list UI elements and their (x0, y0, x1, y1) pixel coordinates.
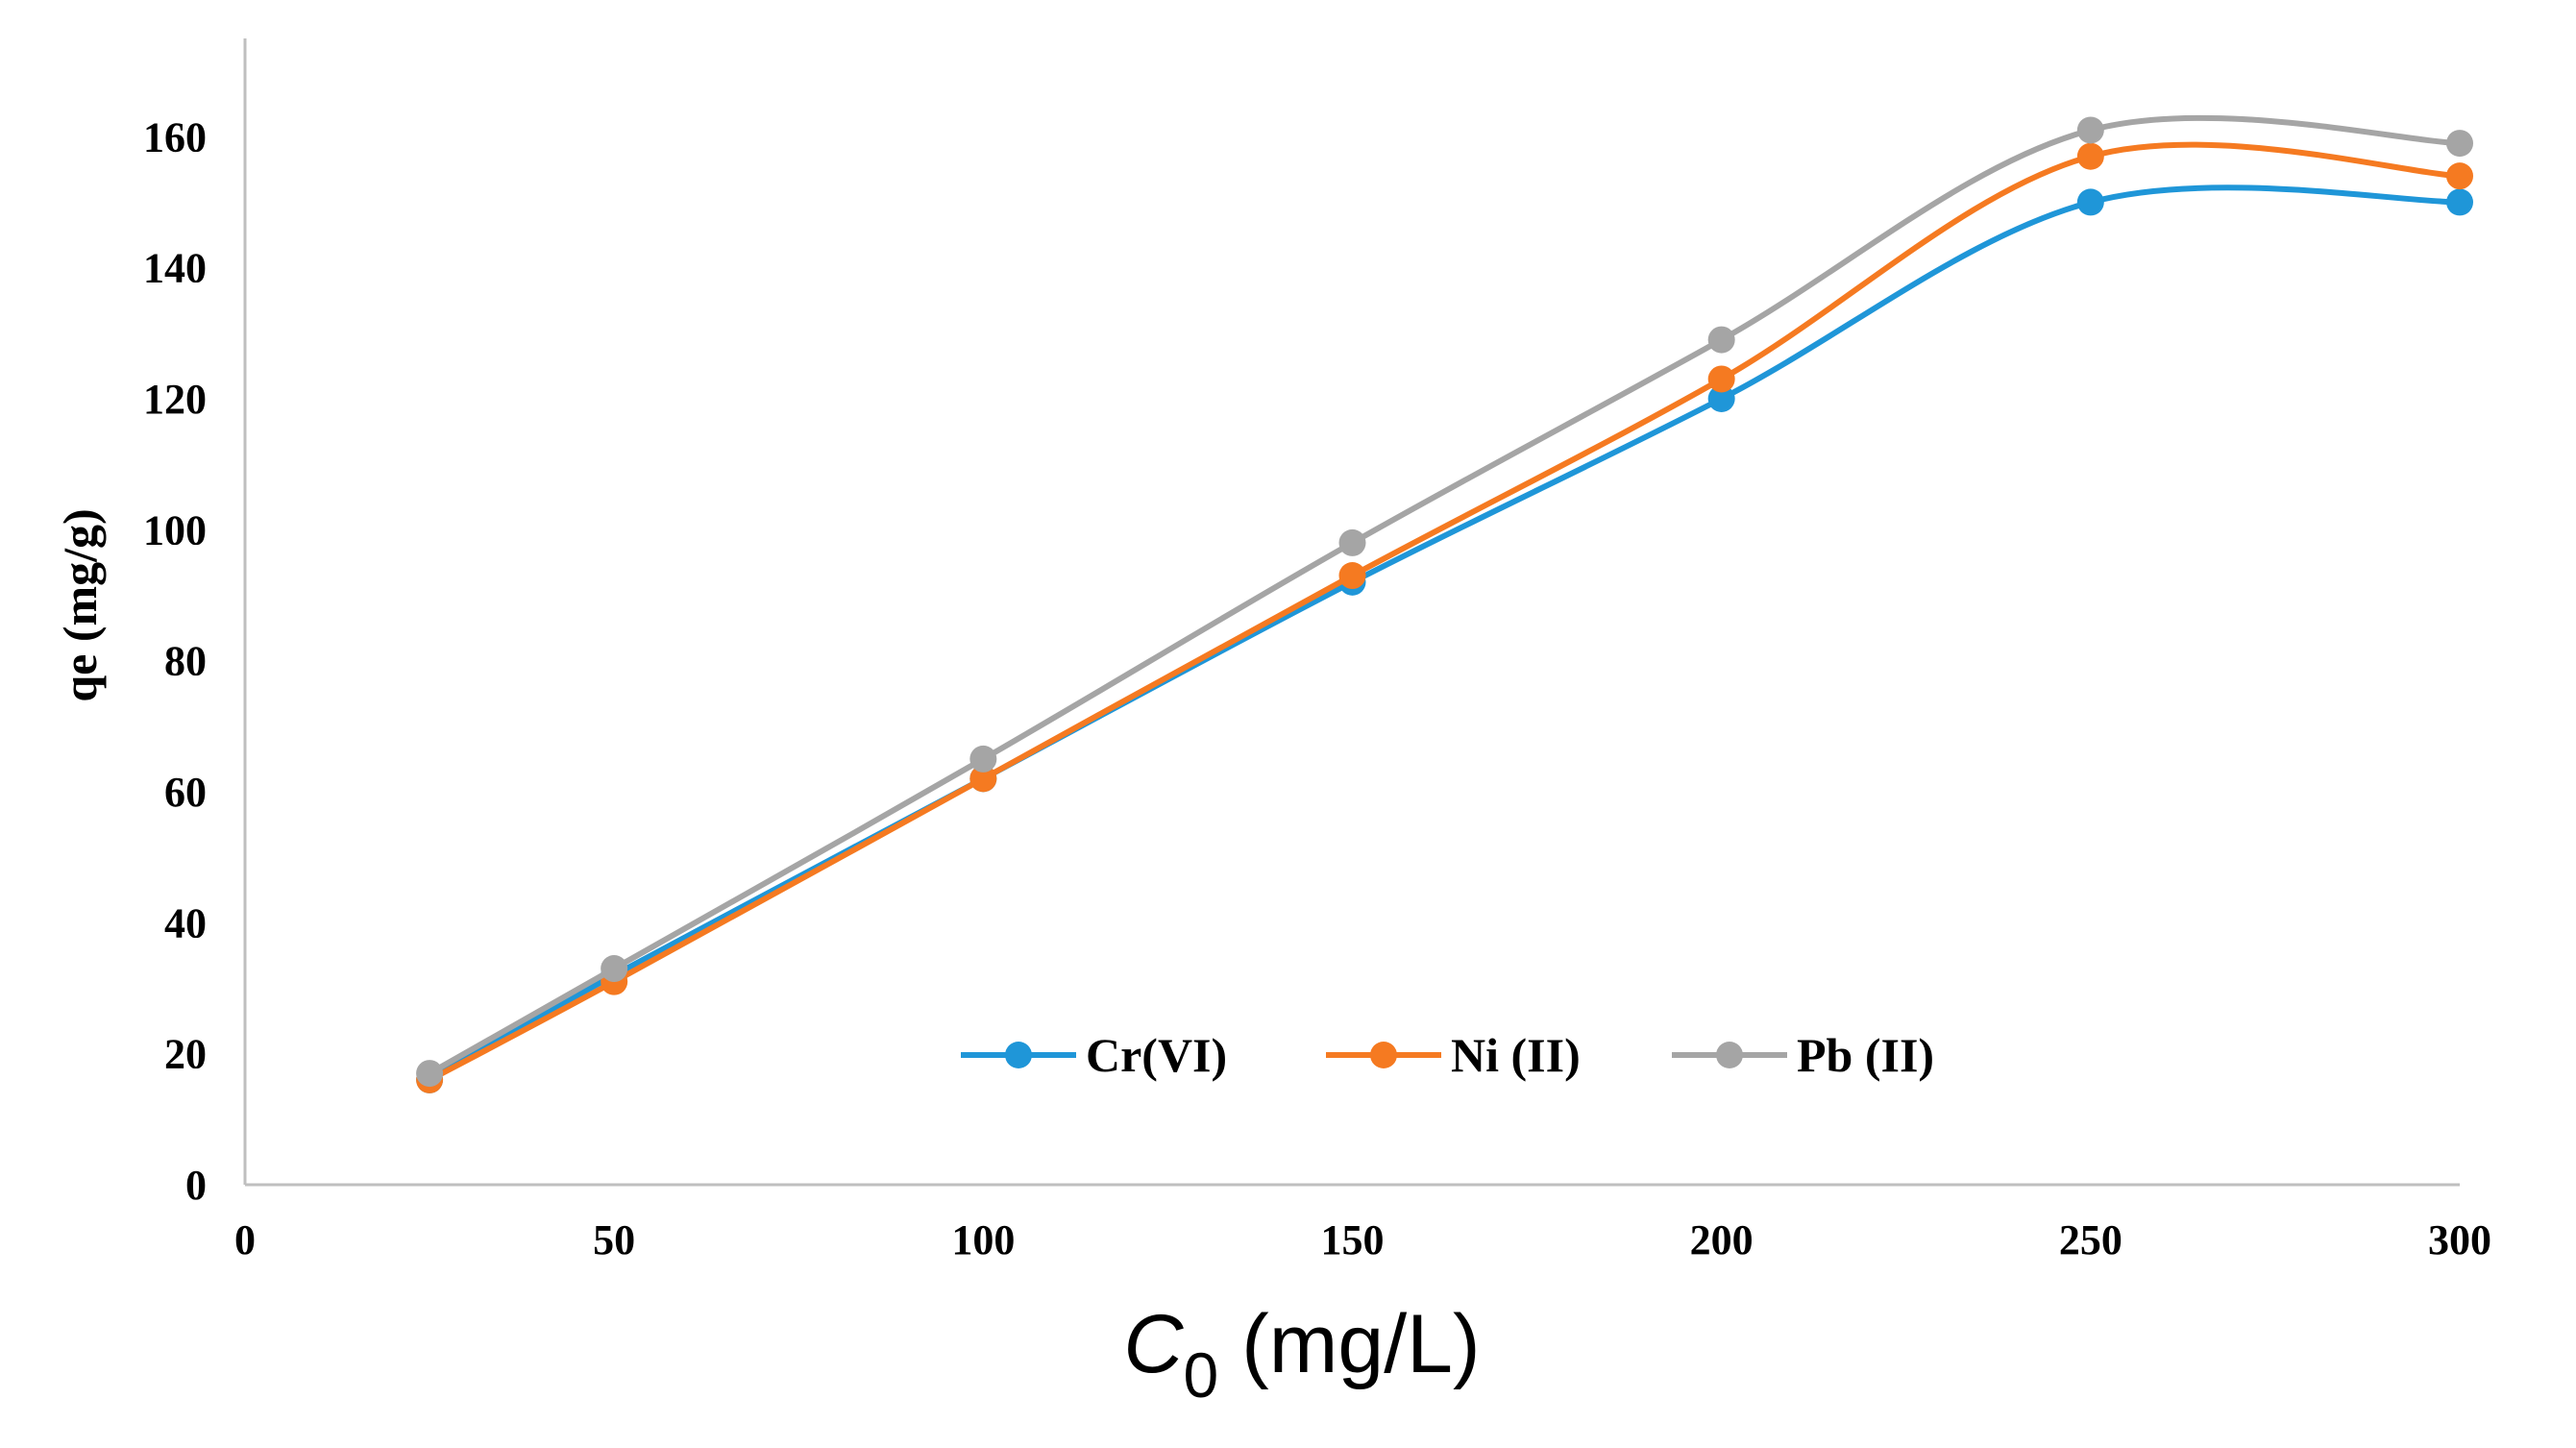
data-point-1-5 (2076, 142, 2104, 170)
data-point-2-4 (1707, 326, 1735, 354)
x-axis-label: C0 (mg/L) (1123, 1298, 1480, 1411)
x-axis-label-main: C (1123, 1298, 1184, 1390)
y-tick-label: 120 (143, 376, 207, 423)
x-tick-label: 300 (2428, 1216, 2491, 1264)
legend-marker-1 (1370, 1042, 1397, 1068)
y-tick-label: 160 (143, 113, 207, 160)
y-tick-label: 100 (143, 506, 207, 553)
tick-labels: 0 20 40 60 80 100 120 140 160 0 50 100 150 200 250 300 (143, 113, 2491, 1264)
x-tick-label: 150 (1321, 1216, 1385, 1264)
y-tick-label: 80 (164, 638, 207, 685)
data-point-1-3 (1338, 562, 1366, 590)
data-point-1-6 (2446, 162, 2473, 190)
legend: Cr(VI) Ni (II) Pb (II) (961, 1028, 1934, 1082)
data-point-2-1 (601, 955, 628, 983)
legend-marker-2 (1716, 1042, 1743, 1068)
x-axis-label-sub: 0 (1184, 1339, 1219, 1411)
data-point-2-5 (2076, 116, 2104, 144)
x-tick-label: 200 (1690, 1216, 1754, 1264)
y-tick-label: 140 (143, 245, 207, 292)
x-tick-label: 250 (2059, 1216, 2122, 1264)
series-line-1 (428, 141, 2461, 1083)
y-tick-label: 20 (164, 1031, 207, 1078)
y-axis-label: qe (mg/g) (53, 508, 107, 701)
data-point-2-6 (2446, 130, 2473, 158)
x-tick-label: 100 (951, 1216, 1015, 1264)
series-line-2 (428, 114, 2461, 1076)
legend-label-1: Ni (II) (1451, 1028, 1581, 1082)
data-point-0-6 (2446, 188, 2473, 216)
data-point-0-5 (2076, 188, 2104, 216)
data-point-2-3 (1338, 528, 1366, 556)
legend-label-2: Pb (II) (1797, 1028, 1934, 1082)
data-point-2-2 (969, 745, 997, 773)
axes (243, 38, 2460, 1187)
data-point-2-0 (416, 1060, 444, 1088)
data-point-1-2 (969, 765, 997, 793)
y-tick-label: 0 (185, 1162, 207, 1209)
x-axis-label-rest: (mg/L) (1218, 1298, 1480, 1390)
legend-label-0: Cr(VI) (1086, 1028, 1227, 1082)
data-point-0-4 (1707, 384, 1735, 412)
x-tick-label: 50 (593, 1216, 635, 1264)
legend-marker-0 (1005, 1042, 1032, 1068)
data-point-1-4 (1707, 365, 1735, 393)
series-line-0 (428, 184, 2461, 1083)
y-tick-label: 60 (164, 769, 207, 816)
x-tick-label: 0 (234, 1216, 256, 1264)
y-tick-label: 40 (164, 899, 207, 946)
series-group (416, 114, 2473, 1093)
